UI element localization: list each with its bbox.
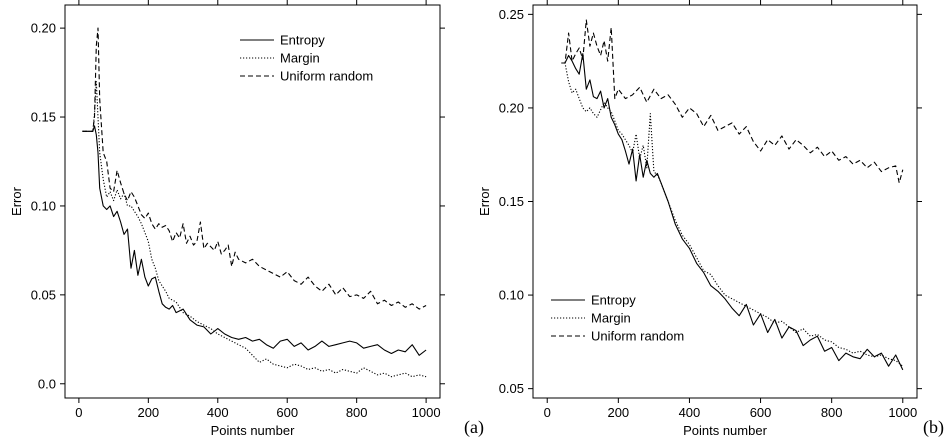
legend-label: Uniform random (280, 69, 373, 84)
panel-label: (a) (464, 417, 484, 438)
y-tick-label: 0.15 (499, 194, 524, 209)
y-tick-label: 0.10 (499, 288, 524, 303)
x-tick-label: 400 (679, 405, 701, 420)
x-tick-label: 0 (544, 405, 551, 420)
y-tick-label: 0.20 (499, 100, 524, 115)
x-tick-label: 800 (346, 405, 368, 420)
y-tick-label: 0.10 (31, 198, 56, 213)
legend-label: Margin (280, 51, 320, 66)
plot-frame (64, 4, 441, 399)
legend: Entropy Margin Uniform random (551, 293, 684, 344)
y-tick-label: 0.05 (31, 287, 56, 302)
y-tick-label: 0.0 (38, 376, 56, 391)
chart-panel-a: 0 200 400 600 800 1000 0.0 0.05 0.10 0.15 0.20 Poin… (9, 0, 484, 438)
x-axis-label: Points number (683, 423, 767, 438)
legend-label: Uniform random (591, 329, 684, 344)
x-tick-label: 200 (137, 405, 159, 420)
legend: Entropy Margin Uniform random (240, 33, 373, 84)
y-axis-label: Error (9, 186, 24, 216)
y-axis-label: Error (477, 186, 492, 216)
x-tick-label: 1000 (888, 405, 917, 420)
y-tick-label: 0.15 (31, 110, 56, 125)
legend-label: Margin (591, 311, 631, 326)
y-tick-label: 0.05 (499, 381, 524, 396)
x-tick-label: 800 (821, 405, 843, 420)
legend-label: Entropy (591, 293, 636, 308)
x-tick-label: 600 (276, 405, 298, 420)
y-tick-label: 0.25 (499, 7, 524, 22)
series-line-entropy (82, 125, 427, 356)
series-line-margin (82, 80, 427, 378)
x-axis-label: Points number (211, 423, 295, 438)
series-line-uniform-random (561, 19, 904, 184)
chart-panel-b: 0 200 400 600 800 1000 0.05 0.10 0.15 0.20 0.25 Poi… (477, 0, 944, 438)
x-tick-label: 400 (207, 405, 229, 420)
x-tick-label: 0 (75, 405, 82, 420)
series-line-entropy (561, 53, 904, 371)
panel-label: (b) (923, 417, 944, 438)
x-tick-label: 600 (750, 405, 772, 420)
series-line-uniform-random (82, 27, 427, 310)
x-tick-label: 1000 (412, 405, 441, 420)
x-tick-label: 200 (607, 405, 629, 420)
y-tick-label: 0.20 (31, 21, 56, 36)
series-line-margin (561, 62, 904, 367)
legend-label: Entropy (280, 33, 325, 48)
